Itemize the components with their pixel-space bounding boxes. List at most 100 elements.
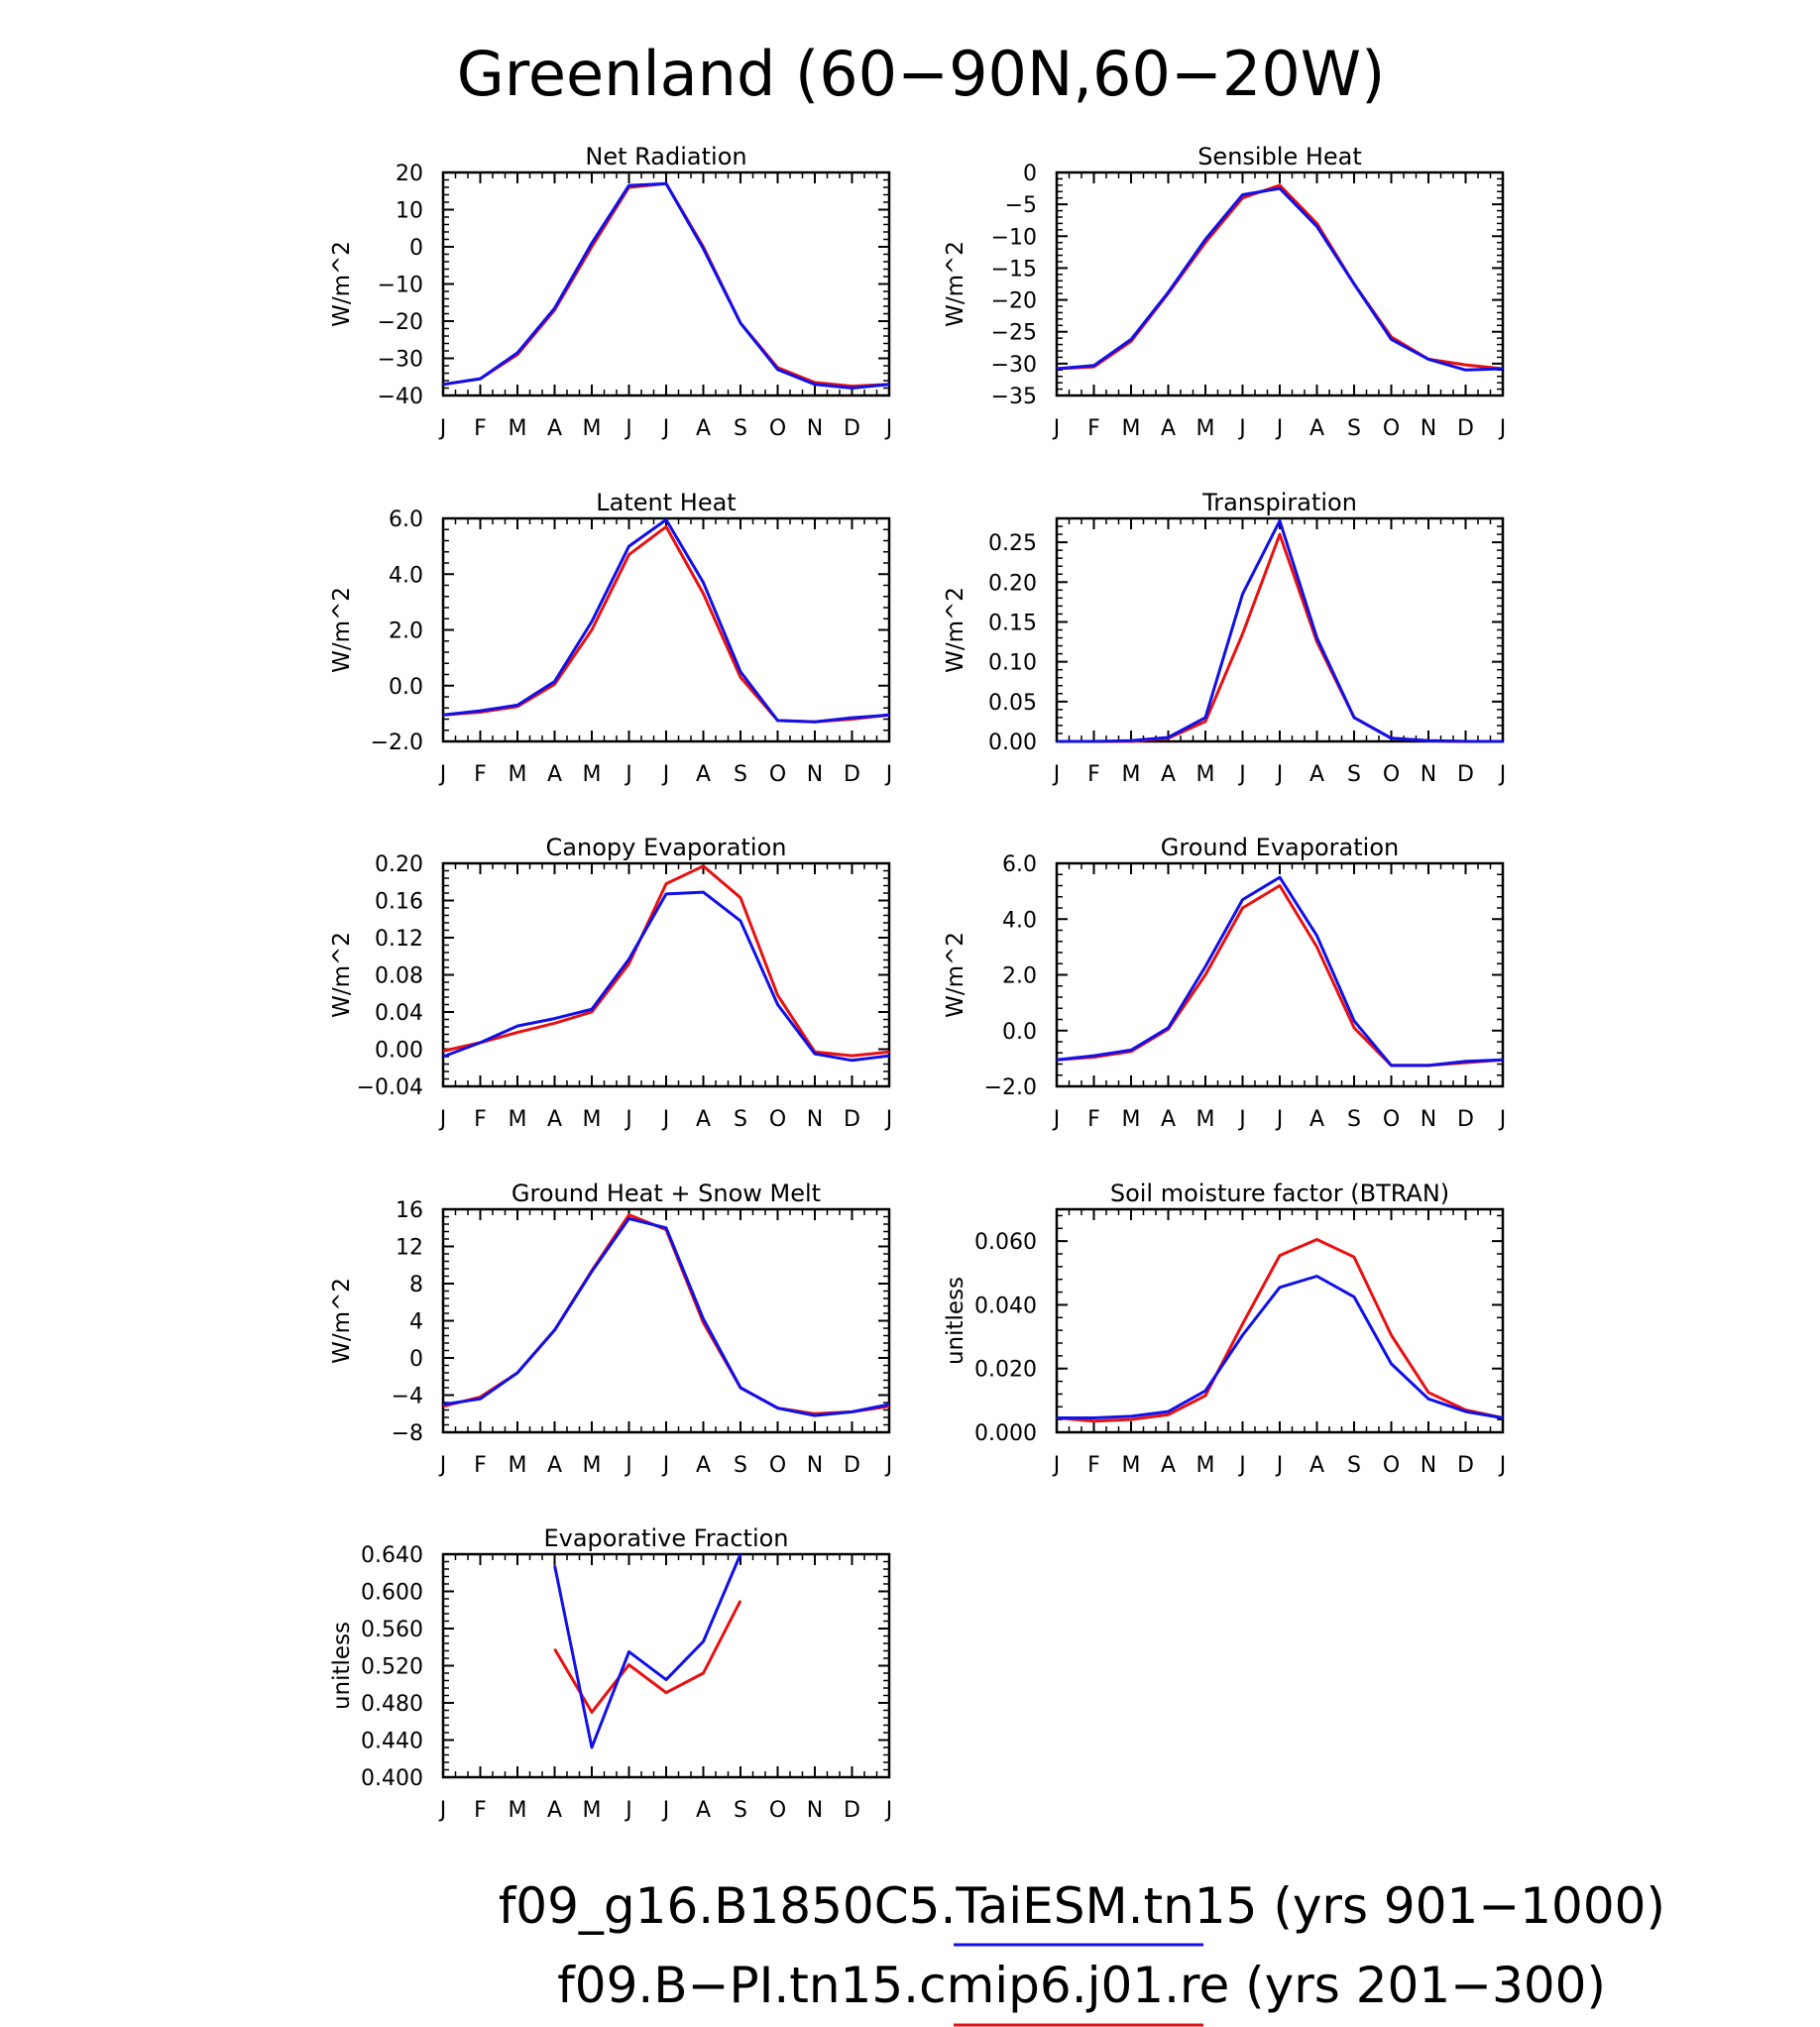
- chart-2-xtick-label: S: [1347, 416, 1361, 441]
- chart-9-xtick-label: J: [661, 1798, 670, 1823]
- chart-9-xtick-label: M: [583, 1798, 602, 1823]
- chart-5-ylabel: W/m^2: [329, 932, 355, 1018]
- chart-8-xtick-label: S: [1347, 1453, 1361, 1478]
- chart-7-ytick-label: −8: [392, 1421, 423, 1446]
- legend-label-1: f09.B−PI.tn15.cmip6.j01.re (yrs 201−300): [557, 1957, 1606, 2014]
- chart-9-ytick-label: 0.480: [361, 1692, 423, 1717]
- chart-1-xtick-label: D: [844, 416, 860, 441]
- chart-1-ytick-label: −20: [378, 310, 423, 335]
- chart-7-ytick-label: 16: [396, 1198, 423, 1223]
- chart-7-ytick-label: 0: [409, 1347, 423, 1372]
- chart-5-xtick-label: M: [583, 1107, 602, 1132]
- chart-3-ylabel: W/m^2: [329, 587, 355, 673]
- chart-5-ytick-label: 0.20: [375, 852, 423, 877]
- chart-8: Soil moisture factor (BTRAN)J F M A M J J A S O N D…: [943, 1180, 1506, 1478]
- chart-1-ytick-label: 0: [409, 236, 423, 261]
- chart-1-xtick-label: M: [583, 416, 602, 441]
- chart-6-xtick-label: S: [1347, 1107, 1361, 1132]
- chart-7-xtick-label: A: [547, 1453, 562, 1478]
- chart-4-xtick-label: M: [1122, 762, 1141, 787]
- chart-7-ytick-label: 4: [409, 1310, 423, 1335]
- chart-5-xtick-label: F: [474, 1107, 487, 1132]
- chart-2-xtick-label: A: [1309, 416, 1324, 441]
- chart-9-ytick-label: 0.640: [361, 1543, 423, 1568]
- chart-3-xtick-label: M: [583, 762, 602, 787]
- chart-2-xtick-label: A: [1161, 416, 1176, 441]
- chart-3-xtick-label: S: [734, 762, 747, 787]
- chart-8-ytick-label: 0.000: [974, 1421, 1037, 1446]
- chart-7-xtick-label: S: [734, 1453, 747, 1478]
- chart-8-xtick-label: J: [1237, 1453, 1246, 1478]
- chart-4-xtick-label: J: [1275, 762, 1284, 787]
- chart-7-xtick-label: J: [438, 1453, 447, 1478]
- chart-8-series-1-line: [1056, 1238, 1504, 1423]
- chart-2-ytick-label: −30: [991, 353, 1037, 378]
- chart-4-xtick-label: M: [1196, 762, 1215, 787]
- chart-7-ytick-label: 12: [396, 1236, 423, 1261]
- chart-4-ytick-label: 0.25: [988, 531, 1037, 556]
- chart-5-xtick-label: D: [844, 1107, 860, 1132]
- chart-2-ytick-label: −10: [991, 225, 1037, 250]
- chart-9-ylabel: unitless: [329, 1622, 355, 1710]
- chart-5-xtick-label: O: [769, 1107, 786, 1132]
- chart-8-series-2-line: [1057, 1275, 1504, 1419]
- chart-4-xtick-label: O: [1383, 762, 1400, 787]
- chart-7-title: Ground Heat + Snow Melt: [512, 1180, 821, 1207]
- chart-6-series-2-line: [1056, 875, 1504, 1068]
- chart-3-xtick-label: A: [547, 762, 562, 787]
- chart-6-xtick-label: M: [1122, 1107, 1141, 1132]
- chart-9-xtick-label: S: [734, 1798, 747, 1823]
- chart-9-xtick-label: M: [509, 1798, 527, 1823]
- chart-9-xtick-label: N: [807, 1798, 823, 1823]
- chart-3-xtick-label: F: [474, 762, 487, 787]
- chart-3-ytick-label: 6.0: [389, 507, 423, 532]
- chart-8-xtick-label: O: [1383, 1453, 1400, 1478]
- chart-4-xtick-label: A: [1161, 762, 1176, 787]
- chart-4-xtick-label: J: [1052, 762, 1061, 787]
- chart-2-ytick-label: −35: [991, 385, 1037, 409]
- chart-1-xtick-label: N: [807, 416, 823, 441]
- chart-9-xtick-label: D: [844, 1798, 860, 1823]
- chart-8-xtick-label: A: [1309, 1453, 1324, 1478]
- chart-6-xtick-label: A: [1161, 1107, 1176, 1132]
- chart-5-xtick-label: J: [438, 1107, 447, 1132]
- chart-1-xtick-label: J: [661, 416, 670, 441]
- chart-9-ytick-label: 0.520: [361, 1655, 423, 1680]
- figure-title: Greenland (60−90N,60−20W): [457, 38, 1386, 110]
- chart-4-xtick-label: F: [1087, 762, 1100, 787]
- chart-3-ytick-label: 4.0: [389, 563, 423, 588]
- chart-9-ytick-label: 0.560: [361, 1618, 423, 1642]
- chart-5-ytick-label: 0.04: [375, 1001, 423, 1026]
- chart-6-xtick-label: F: [1087, 1107, 1100, 1132]
- chart-9-series-1-line: [553, 1600, 742, 1714]
- chart-2-xtick-label: J: [1275, 416, 1284, 441]
- chart-2-xtick-label: J: [1237, 416, 1246, 441]
- chart-6-title: Ground Evaporation: [1161, 834, 1399, 861]
- chart-9-ytick-label: 0.600: [361, 1581, 423, 1606]
- chart-6-xtick-label: D: [1457, 1107, 1474, 1132]
- chart-6-xtick-label: O: [1383, 1107, 1400, 1132]
- chart-5-ytick-label: −0.04: [357, 1075, 423, 1100]
- chart-1-ytick-label: 20: [396, 162, 423, 186]
- chart-1-xtick-label: A: [696, 416, 711, 441]
- chart-4-xtick-label: J: [1237, 762, 1246, 787]
- chart-8-xtick-label: J: [1275, 1453, 1284, 1478]
- chart-7-ylabel: W/m^2: [329, 1278, 355, 1364]
- chart-4-xtick-label: A: [1309, 762, 1324, 787]
- chart-2-ytick-label: −15: [991, 257, 1037, 282]
- chart-5-ytick-label: 0.12: [375, 927, 423, 952]
- chart-9-title: Evaporative Fraction: [543, 1524, 788, 1552]
- chart-9-xtick-label: A: [547, 1798, 562, 1823]
- legend-label-0: f09_g16.B1850C5.TaiESM.tn15 (yrs 901−100…: [499, 1877, 1665, 1935]
- chart-5-xtick-label: J: [624, 1107, 632, 1132]
- chart-5-series-2-line: [442, 890, 890, 1063]
- chart-3-xtick-label: J: [661, 762, 670, 787]
- chart-4-title: Transpiration: [1201, 489, 1357, 516]
